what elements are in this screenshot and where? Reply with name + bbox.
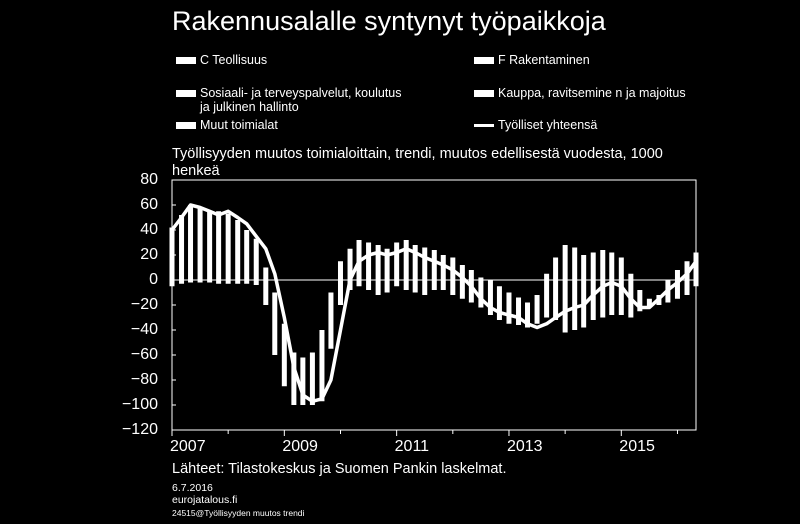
bar	[207, 211, 213, 283]
x-tick-label: 2009	[282, 438, 318, 455]
bar	[572, 247, 578, 330]
legend-label-teollisuus: C Teollisuus	[200, 53, 268, 67]
bar	[384, 248, 390, 293]
x-tick-label: 2013	[506, 438, 543, 455]
bar	[506, 292, 512, 324]
y-tick-label: −100	[121, 396, 158, 413]
bar	[281, 323, 287, 387]
publish-date: 6.7.2016	[172, 482, 213, 494]
bar	[244, 230, 250, 284]
legend-label-sosiaali: Sosiaali- ja terveyspalvelut, koulutus	[200, 86, 402, 100]
bar	[179, 215, 185, 284]
bar	[487, 280, 493, 315]
y-tick-label: −80	[130, 371, 158, 388]
y-tick-label: 40	[140, 221, 158, 238]
legend-label-sosiaali-line2: ja julkinen hallinto	[200, 100, 299, 114]
y-tick-label: 0	[149, 271, 158, 288]
chart-id: 24515@Työllisyyden muutos trendi	[172, 508, 305, 518]
bar	[450, 257, 456, 295]
bar	[216, 211, 222, 284]
bar	[394, 242, 400, 287]
source-note: Lähteet: Tilastokeskus ja Suomen Pankin …	[172, 461, 507, 477]
total-line	[170, 203, 698, 404]
legend-swatch-kauppa	[474, 90, 494, 97]
bar	[253, 238, 259, 285]
bar	[309, 352, 315, 405]
bar	[553, 257, 559, 320]
bar	[431, 250, 437, 290]
bar	[272, 292, 278, 355]
bar	[440, 255, 446, 290]
bar	[534, 295, 540, 324]
bar	[366, 242, 372, 290]
y-tick-label: 20	[140, 246, 158, 263]
legend-swatch-teollisuus	[176, 57, 196, 64]
bar	[188, 205, 194, 283]
x-tick-label: 2011	[394, 438, 430, 455]
legend-label-muut: Muut toimialat	[200, 118, 278, 132]
x-tick-label: 2007	[170, 438, 206, 455]
bar	[646, 298, 652, 308]
bar	[319, 330, 325, 402]
bar	[263, 267, 269, 305]
bar	[628, 273, 634, 318]
bar	[235, 220, 241, 284]
chart-subtitle: Työllisyyden muutos toimialoittain, tren…	[172, 146, 663, 179]
bar	[422, 247, 428, 295]
x-tick-label: 2015	[619, 438, 655, 455]
bar	[562, 245, 568, 333]
bar	[412, 245, 418, 293]
bar	[516, 297, 522, 325]
plot-frame	[171, 179, 697, 431]
legend-label-rakentaminen: F Rakentaminen	[498, 53, 590, 67]
y-tick-label: 80	[140, 171, 158, 188]
bar	[375, 245, 381, 295]
bar	[525, 302, 531, 328]
legend-label-tyolliset: Työlliset yhteensä	[498, 118, 598, 132]
bar	[693, 252, 699, 287]
legend-swatch-tyolliset	[474, 124, 494, 127]
bar	[459, 265, 465, 299]
y-tick-label: −120	[121, 421, 158, 438]
bar	[291, 352, 297, 405]
bar	[403, 240, 409, 290]
bar	[347, 248, 353, 290]
site-name: eurojatalous.fi	[172, 494, 238, 506]
chart-title: Rakennusalalle syntynyt työpaikkoja	[172, 6, 606, 36]
bar	[337, 261, 343, 305]
bar	[478, 277, 484, 308]
y-tick-label: −20	[130, 296, 158, 313]
bar	[169, 227, 175, 287]
bar	[581, 255, 587, 328]
y-tick-label: −60	[130, 346, 158, 363]
bar	[544, 273, 550, 318]
bar	[197, 207, 203, 283]
bar	[225, 213, 231, 284]
bar	[496, 286, 502, 320]
legend-swatch-muut	[176, 122, 196, 129]
y-tick-label: −40	[130, 321, 158, 338]
bar	[300, 357, 306, 405]
bar	[600, 250, 606, 318]
legend-swatch-rakentaminen	[474, 57, 494, 64]
legend-label-kauppa: Kauppa, ravitsemine n ja majoitus	[498, 86, 686, 100]
bar	[590, 252, 596, 320]
bar	[684, 261, 690, 295]
y-tick-label: 60	[140, 196, 158, 213]
bar	[637, 290, 643, 312]
bar	[328, 292, 334, 349]
legend-swatch-sosiaali	[176, 90, 196, 97]
